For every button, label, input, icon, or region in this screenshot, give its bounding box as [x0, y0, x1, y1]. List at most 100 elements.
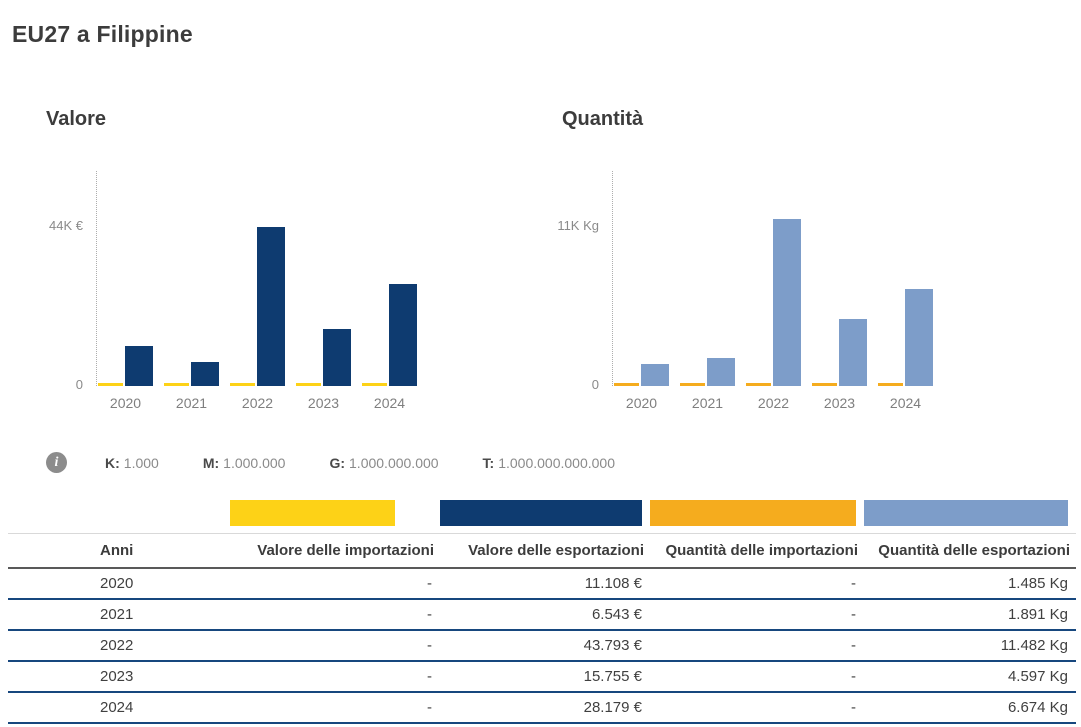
bar-import_qty-2022[interactable] [746, 383, 771, 386]
year-cell: 2021 [100, 606, 134, 623]
bar-export_value-2021[interactable] [191, 362, 219, 386]
column-header-1: Valore delle importazioni [257, 542, 434, 559]
bar-export_value-2020[interactable] [125, 346, 153, 386]
value-cell: 1.891 Kg [1007, 606, 1068, 623]
x-axis-label-2022: 2022 [757, 395, 790, 411]
bar-group-2021 [164, 362, 230, 386]
value-cell: 6.674 Kg [1007, 699, 1068, 716]
bar-import_value-2021[interactable] [164, 383, 189, 386]
legend-swatch-import-qty [650, 500, 856, 526]
column-header-4: Quantità delle esportazioni [878, 542, 1070, 559]
value-cell: - [851, 699, 856, 716]
chart-panel-valore: Valore 44K € 0 2020 2021 2022 2023 2024 [46, 108, 546, 411]
value-cell: - [427, 699, 432, 716]
x-axis-label-2023: 2023 [823, 395, 856, 411]
table-row-2021: 2021 - 6.543 € - 1.891 Kg [8, 600, 1076, 631]
value-cell: 43.793 € [583, 637, 642, 654]
bar-group-2022 [230, 227, 296, 386]
plot-area-valore: 44K € 0 2020 2021 2022 2023 2024 [49, 171, 546, 411]
value-cell: 1.485 Kg [1007, 575, 1068, 592]
x-axis-label-2021: 2021 [691, 395, 724, 411]
value-cell: - [427, 668, 432, 685]
table-body: 2020 - 11.108 € - 1.485 Kg 2021 - 6.543 € - 1.891… [8, 569, 1076, 724]
value-cell: - [427, 637, 432, 654]
bar-import_value-2020[interactable] [98, 383, 123, 386]
year-cell: 2024 [100, 699, 134, 716]
chart-title-valore: Valore [46, 108, 107, 130]
bar-export_qty-2022[interactable] [773, 219, 801, 386]
value-cell: 11.482 Kg [1000, 637, 1068, 654]
value-cell: - [851, 668, 856, 685]
table-row-2023: 2023 - 15.755 € - 4.597 Kg [8, 662, 1076, 693]
table-header-row: Anni Valore delle importazioni Valore dell… [8, 533, 1076, 569]
unit-item-t: T: 1.000.000.000.000 [482, 454, 615, 471]
bar-group-2023 [812, 319, 878, 386]
bar-import_value-2024[interactable] [362, 383, 387, 386]
bar-import_value-2022[interactable] [230, 383, 255, 386]
value-cell: - [851, 575, 856, 592]
value-cell: 6.543 € [591, 606, 642, 623]
y-axis-max-label: 11K Kg [557, 218, 599, 233]
bar-group-2020 [614, 364, 680, 386]
chart-panel-quantita: Quantità 11K Kg 0 2020 2021 2022 2023 2024 [557, 108, 1062, 411]
column-header-3: Quantità delle importazioni [665, 542, 858, 559]
year-cell: 2020 [100, 575, 134, 592]
value-cell: - [427, 575, 432, 592]
bar-export_qty-2021[interactable] [707, 358, 735, 386]
bar-export_value-2024[interactable] [389, 284, 417, 386]
bar-export_qty-2023[interactable] [839, 319, 867, 386]
bar-import_qty-2021[interactable] [680, 383, 705, 386]
table-row-2024: 2024 - 28.179 € - 6.674 Kg [8, 693, 1076, 724]
bars-valore [98, 227, 428, 386]
bar-group-2024 [362, 284, 428, 386]
bar-import_value-2023[interactable] [296, 383, 321, 386]
bar-import_qty-2020[interactable] [614, 383, 639, 386]
bar-group-2021 [680, 358, 746, 386]
bar-import_qty-2024[interactable] [878, 383, 903, 386]
legend-swatch-export-value [440, 500, 642, 526]
unit-item-k: K: 1.000 [105, 454, 159, 471]
y-axis-max-label: 44K € [49, 218, 83, 233]
info-icon[interactable]: i [46, 452, 67, 473]
value-cell: - [427, 606, 432, 623]
value-cell: 4.597 Kg [1007, 668, 1068, 685]
column-header-2: Valore delle esportazioni [468, 542, 644, 559]
bar-export_qty-2024[interactable] [905, 289, 933, 386]
column-header-0: Anni [100, 542, 134, 559]
x-axis-label-2022: 2022 [241, 395, 274, 411]
x-axis-label-2024: 2024 [373, 395, 406, 411]
value-cell: 28.179 € [583, 699, 642, 716]
year-cell: 2022 [100, 637, 134, 654]
x-axis-label-2024: 2024 [889, 395, 922, 411]
bar-group-2022 [746, 219, 812, 386]
x-axis-label-2020: 2020 [109, 395, 142, 411]
value-cell: - [851, 606, 856, 623]
bar-group-2020 [98, 346, 164, 386]
value-cell: 15.755 € [583, 668, 642, 685]
bar-group-2023 [296, 329, 362, 386]
bar-import_qty-2023[interactable] [812, 383, 837, 386]
y-axis-zero-label: 0 [591, 377, 599, 392]
bar-group-2024 [878, 289, 944, 386]
x-axis-label-2021: 2021 [175, 395, 208, 411]
bar-export_qty-2020[interactable] [641, 364, 669, 386]
x-axis-label-2020: 2020 [625, 395, 658, 411]
table-row-2022: 2022 - 43.793 € - 11.482 Kg [8, 631, 1076, 662]
x-axis-labels-valore: 2020 2021 2022 2023 2024 [98, 395, 428, 411]
unit-item-g: G: 1.000.000.000 [329, 454, 439, 471]
table-row-2020: 2020 - 11.108 € - 1.485 Kg [8, 569, 1076, 600]
bars-quantita [614, 219, 944, 386]
y-axis-zero-label: 0 [75, 377, 83, 392]
bar-export_value-2022[interactable] [257, 227, 285, 386]
value-cell: 11.108 € [584, 575, 642, 592]
page-title: EU27 a Filippine [12, 21, 193, 48]
bar-export_value-2023[interactable] [323, 329, 351, 386]
legend-swatch-export-qty [864, 500, 1068, 526]
value-cell: - [851, 637, 856, 654]
year-cell: 2023 [100, 668, 134, 685]
x-axis-label-2023: 2023 [307, 395, 340, 411]
data-table-block: Anni Valore delle importazioni Valore dell… [8, 500, 1076, 724]
units-info-row: i K: 1.000 M: 1.000.000 G: 1.000.000.000 T:… [46, 452, 615, 473]
unit-item-m: M: 1.000.000 [202, 454, 286, 471]
legend-swatch-import-value [230, 500, 395, 526]
